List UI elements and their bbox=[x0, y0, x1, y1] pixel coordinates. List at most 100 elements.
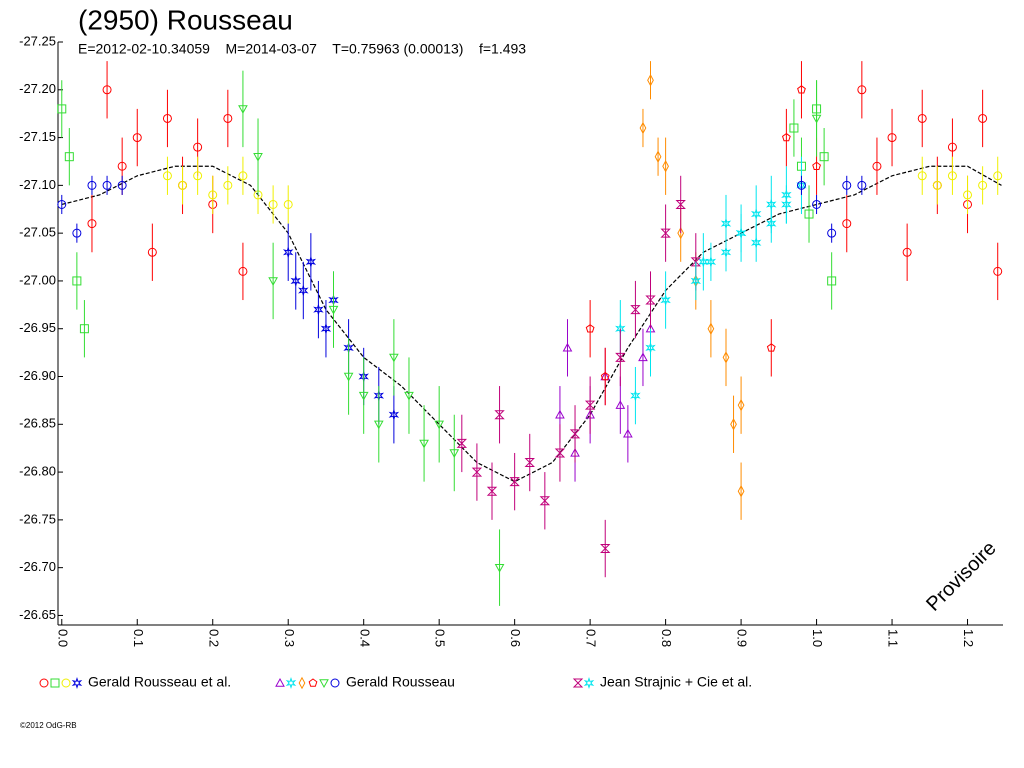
data-point bbox=[947, 171, 957, 181]
data-point bbox=[72, 228, 82, 238]
data-point bbox=[654, 150, 662, 163]
legend-symbol bbox=[308, 678, 318, 687]
data-point bbox=[434, 420, 445, 430]
data-point bbox=[178, 180, 188, 190]
annotation: Provisoire bbox=[922, 537, 1000, 615]
legend-symbol bbox=[285, 676, 297, 690]
data-point bbox=[238, 105, 248, 114]
data-point bbox=[87, 219, 97, 229]
x-tick-label: 0.6 bbox=[508, 629, 523, 647]
legend-label: Jean Strajnic + Cie et al. bbox=[600, 674, 752, 690]
data-point bbox=[600, 371, 610, 381]
legend-symbol bbox=[572, 678, 584, 688]
legend-symbol bbox=[298, 676, 306, 690]
y-tick-label: -27.00 bbox=[19, 272, 56, 287]
data-point bbox=[193, 142, 203, 152]
y-tick-label: -27.10 bbox=[19, 177, 56, 192]
data-point bbox=[162, 113, 172, 123]
legend-symbol bbox=[583, 676, 595, 690]
chart-subtitle: E=2012-02-10.34059 M=2014-03-07 T=0.7596… bbox=[78, 41, 526, 57]
data-point bbox=[554, 448, 566, 458]
data-point bbox=[737, 398, 745, 412]
data-point bbox=[193, 171, 203, 181]
data-point bbox=[471, 467, 483, 477]
data-point bbox=[630, 389, 641, 402]
data-point bbox=[388, 408, 400, 421]
legend-label: Gerald Rousseau et al. bbox=[88, 674, 231, 690]
data-point bbox=[645, 341, 656, 354]
data-point bbox=[223, 113, 233, 123]
data-point bbox=[208, 190, 218, 200]
data-point bbox=[917, 113, 927, 123]
data-point bbox=[72, 276, 82, 286]
y-tick-label: -26.95 bbox=[19, 320, 56, 335]
data-point bbox=[615, 352, 626, 362]
data-point bbox=[494, 563, 505, 573]
data-point bbox=[812, 161, 821, 170]
data-point bbox=[978, 180, 988, 190]
data-point bbox=[750, 207, 762, 221]
data-point bbox=[290, 274, 302, 287]
fit-curve bbox=[61, 165, 1002, 483]
y-tick-label: -26.80 bbox=[19, 464, 56, 479]
legend-symbol bbox=[319, 679, 329, 689]
data-point bbox=[902, 247, 912, 257]
legend-symbol bbox=[275, 677, 285, 687]
data-point bbox=[781, 198, 792, 211]
data-point bbox=[87, 180, 97, 190]
data-point bbox=[804, 209, 814, 219]
data-point bbox=[268, 199, 278, 209]
y-tick-label: -26.75 bbox=[19, 511, 56, 526]
data-point bbox=[389, 353, 399, 363]
data-point bbox=[282, 246, 294, 259]
x-tick-label: 1.1 bbox=[886, 629, 901, 647]
data-point bbox=[102, 180, 112, 190]
data-point bbox=[79, 324, 89, 334]
data-point bbox=[872, 161, 882, 171]
y-tick-label: -26.70 bbox=[19, 559, 56, 574]
data-point bbox=[827, 276, 837, 286]
y-tick-label: -26.90 bbox=[19, 368, 56, 383]
data-point bbox=[147, 247, 157, 257]
data-point bbox=[750, 236, 762, 249]
data-point bbox=[524, 458, 535, 468]
data-point bbox=[132, 133, 142, 143]
data-point bbox=[857, 85, 867, 95]
x-tick-label: 1.0 bbox=[810, 629, 825, 647]
data-point bbox=[117, 161, 127, 171]
legend-symbol bbox=[71, 676, 83, 690]
legend-symbol bbox=[61, 678, 71, 688]
y-tick-label: -27.15 bbox=[19, 129, 56, 144]
data-point bbox=[796, 180, 806, 190]
data-point bbox=[660, 228, 671, 238]
data-point bbox=[253, 152, 263, 162]
data-point bbox=[223, 180, 233, 190]
data-point bbox=[690, 257, 702, 267]
data-point bbox=[842, 180, 852, 190]
legend-symbol bbox=[39, 678, 49, 688]
data-point bbox=[600, 544, 611, 554]
x-tick-label: 0.7 bbox=[584, 629, 599, 647]
x-tick-label: 1.2 bbox=[961, 629, 976, 647]
y-tick-label: -27.25 bbox=[19, 33, 56, 48]
data-point bbox=[857, 180, 867, 190]
y-tick-label: -27.20 bbox=[19, 81, 56, 96]
data-point bbox=[268, 277, 278, 286]
y-tick-label: -26.85 bbox=[19, 416, 56, 431]
data-point bbox=[456, 438, 468, 448]
y-tick-label: -27.05 bbox=[19, 225, 56, 240]
data-point bbox=[623, 428, 633, 438]
data-point bbox=[720, 246, 732, 259]
data-point bbox=[978, 113, 988, 123]
data-point bbox=[449, 449, 460, 458]
data-point bbox=[283, 199, 293, 209]
data-point bbox=[509, 477, 520, 487]
data-point bbox=[993, 266, 1003, 276]
data-point bbox=[102, 85, 112, 95]
data-point bbox=[993, 171, 1003, 181]
x-tick-label: 0.5 bbox=[433, 629, 448, 647]
data-point bbox=[494, 410, 505, 420]
data-point bbox=[705, 255, 717, 268]
data-point bbox=[932, 180, 942, 190]
data-point bbox=[615, 400, 626, 409]
